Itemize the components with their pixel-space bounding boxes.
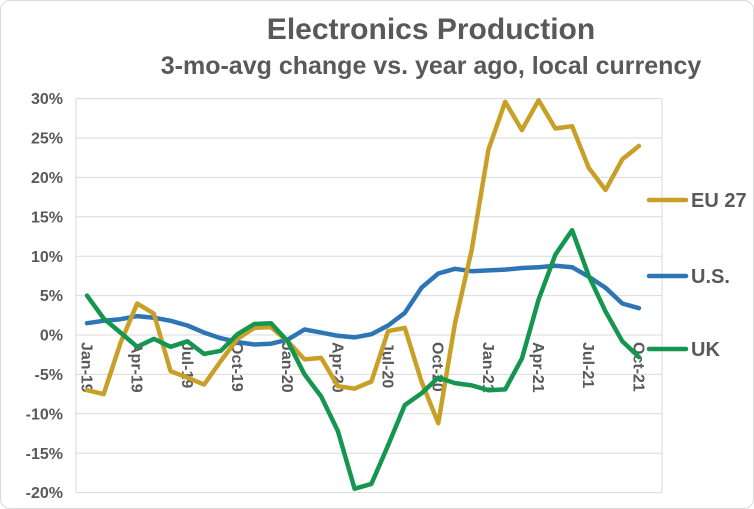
legend-label-eu-27: EU 27 xyxy=(691,190,747,212)
y-axis-label: 10% xyxy=(31,249,63,266)
chart-title: Electronics Production xyxy=(266,13,596,46)
series-line-eu-27 xyxy=(84,97,642,426)
x-axis-label: Jan-19 xyxy=(77,342,94,393)
x-axis-label: Jan-20 xyxy=(278,342,295,393)
y-axis-label: 20% xyxy=(31,170,63,187)
y-axis-label: 25% xyxy=(31,131,63,148)
chart-subtitle: 3-mo-avg change vs. year ago, local curr… xyxy=(160,52,702,80)
y-axis-label: -5% xyxy=(35,367,63,384)
x-axis-label: Apr-19 xyxy=(128,342,145,393)
x-axis-label: Jul-21 xyxy=(579,342,596,388)
y-axis-label: 15% xyxy=(31,209,63,226)
x-axis-label: Apr-21 xyxy=(529,342,546,393)
series-line-uk xyxy=(84,227,642,491)
legend-label-uk: UK xyxy=(691,339,720,361)
x-axis-label: Oct-19 xyxy=(228,342,245,392)
y-axis-label: 30% xyxy=(31,91,63,108)
legend-label-u-s-: U.S. xyxy=(691,266,730,288)
y-axis-label: -20% xyxy=(26,485,63,502)
x-axis-label: Jan-21 xyxy=(479,342,496,393)
y-axis-label: 0% xyxy=(40,328,63,345)
series-line-u-s- xyxy=(84,263,642,347)
y-axis-label: -15% xyxy=(26,446,63,463)
y-axis-label: -10% xyxy=(26,406,63,423)
y-axis-label: 5% xyxy=(40,288,63,305)
